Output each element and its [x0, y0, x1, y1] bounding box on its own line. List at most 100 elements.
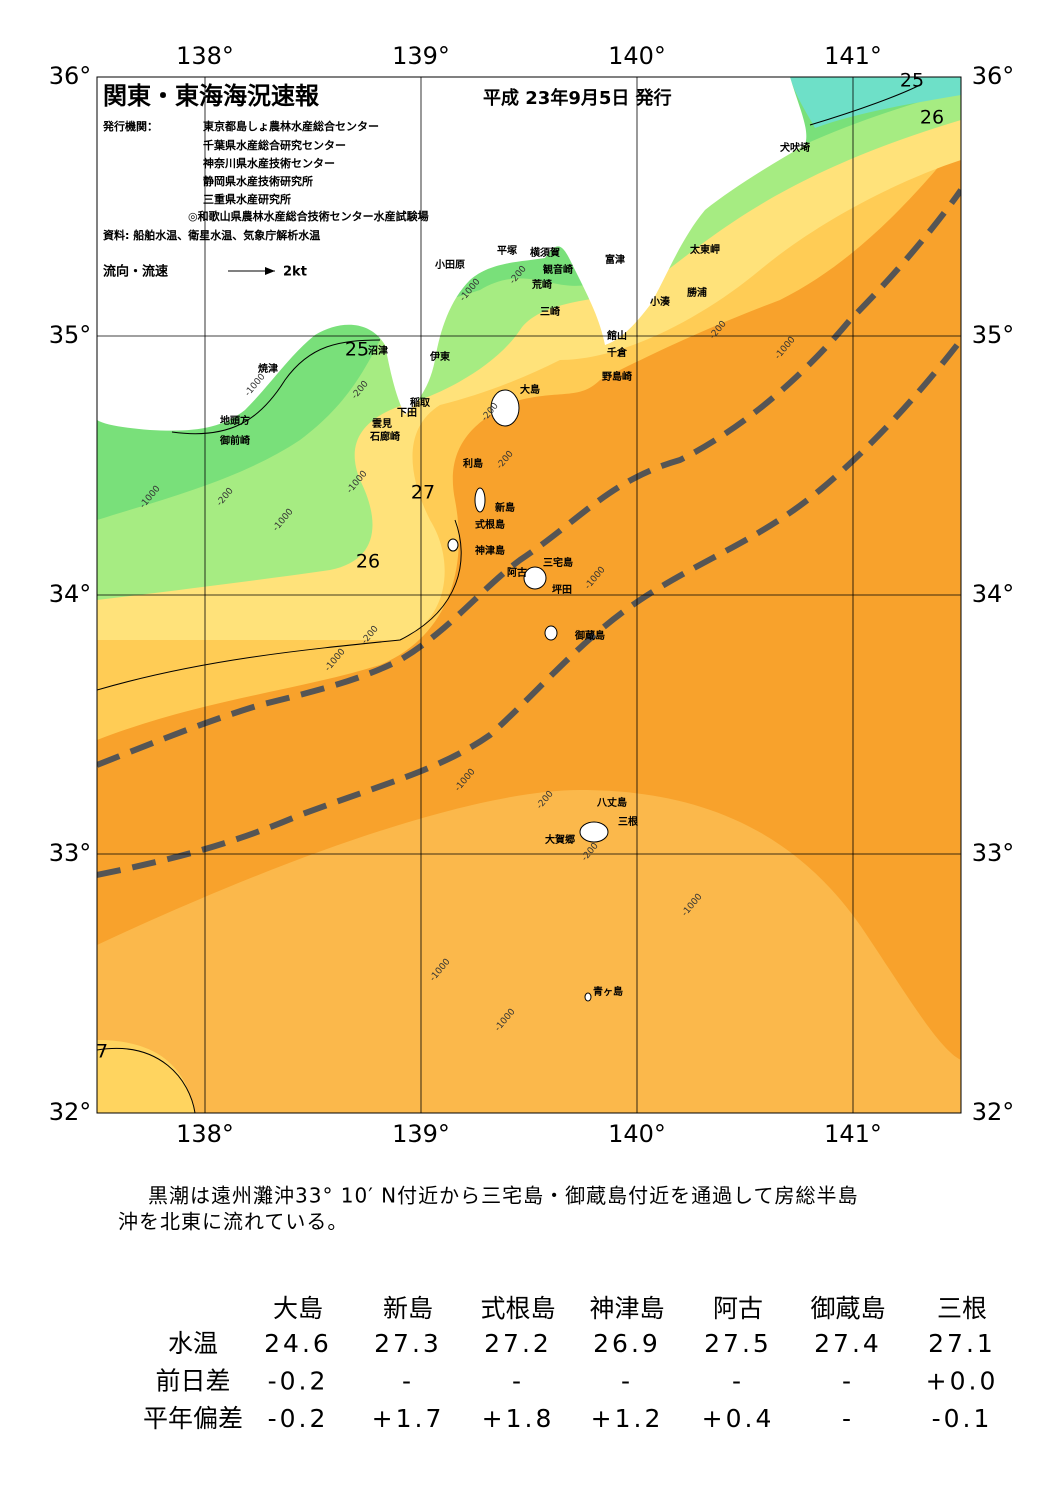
cell: 26.9 — [593, 1329, 661, 1358]
place-name: 三宅島 — [543, 556, 573, 569]
island — [490, 389, 520, 427]
sea-cyan — [790, 77, 961, 128]
lat-label: 33° — [49, 839, 92, 867]
place-name: 館山 — [606, 329, 627, 342]
column-header: 新島 — [383, 1294, 433, 1323]
land — [97, 77, 807, 431]
place-name: 御前崎 — [219, 434, 250, 447]
lon-label: 141° — [824, 1120, 882, 1148]
cell: - — [842, 1404, 854, 1433]
cell: +0.0 — [926, 1367, 999, 1396]
place-name: 利島 — [463, 457, 483, 470]
lon-label: 138° — [176, 1120, 234, 1148]
issuer: 静岡県水産技術研究所 — [203, 174, 313, 188]
place-name: 御蔵島 — [574, 629, 605, 642]
lat-label: 35° — [49, 321, 92, 349]
column-header: 三根 — [937, 1294, 987, 1323]
issuer: ◎和歌山県農林水産総合技術センター水産試験場 — [188, 209, 429, 223]
cell: - — [402, 1367, 414, 1396]
place-name: 三崎 — [540, 305, 560, 318]
place-name: 新島 — [495, 501, 515, 514]
lon-label: 138° — [176, 42, 234, 70]
place-name: 伊東 — [429, 350, 450, 363]
legend-arrowhead — [265, 267, 275, 275]
description: 黒潮は遠州灘沖33° 10′ N付近から三宅島・御蔵島付近を通過して房総半島 — [148, 1184, 859, 1208]
cell: 27.5 — [704, 1329, 772, 1358]
cell: 27.2 — [484, 1329, 552, 1358]
place-name: 小田原 — [434, 258, 465, 271]
row-label: 水温 — [168, 1329, 218, 1358]
place-name: 勝浦 — [687, 286, 707, 299]
place-name: 石廊崎 — [369, 430, 400, 443]
lat-label: 32° — [972, 1098, 1015, 1126]
island — [584, 992, 592, 1002]
sea-south — [97, 790, 961, 1113]
cell: -0.1 — [932, 1404, 993, 1433]
issuer: 三重県水産研究所 — [203, 192, 291, 206]
cell: -0.2 — [268, 1367, 329, 1396]
issuer-label: 発行機関： — [102, 119, 158, 133]
place-name: 神津島 — [475, 544, 505, 557]
isotherm — [809, 84, 921, 126]
date: 平成 23年9月5日 発行 — [483, 87, 672, 109]
place-name: 八丈島 — [596, 796, 627, 809]
description: 沖を北東に流れている。 — [118, 1210, 348, 1234]
lon-label: 141° — [824, 42, 882, 70]
place-name: 大島 — [520, 383, 540, 396]
cell: - — [512, 1367, 524, 1396]
lon-label: 139° — [392, 42, 450, 70]
place-name: 地頭方 — [220, 414, 250, 427]
place-name: 式根島 — [475, 518, 505, 531]
column-header: 大島 — [273, 1294, 323, 1323]
row-label: 前日差 — [155, 1367, 230, 1396]
island — [474, 487, 486, 513]
lat-label: 34° — [972, 580, 1015, 608]
cell: - — [621, 1367, 633, 1396]
graticule — [97, 76, 961, 1114]
cell: -0.2 — [268, 1404, 329, 1433]
place-name: 荒崎 — [531, 278, 552, 291]
lat-label: 36° — [972, 62, 1015, 90]
lat-label: 34° — [49, 580, 92, 608]
place-name: 富津 — [605, 253, 625, 266]
place-name: 野島崎 — [602, 370, 632, 383]
place-name: 横須賀 — [530, 246, 560, 259]
issuer: 神奈川県水産技術センター — [203, 156, 335, 170]
place-name: 観音崎 — [543, 263, 573, 276]
issuer: 東京都島しょ農林水産総合センター — [203, 119, 379, 133]
isotherm — [97, 1048, 196, 1113]
cell: 27.4 — [814, 1329, 882, 1358]
place-name: 青ヶ島 — [593, 985, 623, 998]
title: 関東・東海海況速報 — [103, 82, 320, 110]
place-name: 坪田 — [552, 583, 572, 596]
cell: - — [842, 1367, 854, 1396]
cell: +1.2 — [591, 1404, 664, 1433]
column-header: 式根島 — [480, 1294, 555, 1323]
place-name: 阿古 — [507, 566, 527, 579]
place-name: 平塚 — [497, 244, 517, 257]
place-name: 三根 — [618, 815, 638, 828]
contour-label: 25 — [345, 339, 369, 361]
cell: +1.8 — [482, 1404, 555, 1433]
isotherm — [171, 339, 381, 435]
cell: - — [732, 1367, 744, 1396]
island — [523, 566, 547, 590]
cell: 27.1 — [928, 1329, 996, 1358]
cell: +1.7 — [372, 1404, 445, 1433]
contour-label: 26 — [356, 551, 380, 573]
sea-yellow — [97, 1040, 195, 1113]
place-name: 千倉 — [607, 346, 628, 359]
cell: 27.3 — [374, 1329, 442, 1358]
isotherm — [97, 519, 462, 691]
kuroshio-north — [97, 188, 961, 768]
issuer: 千葉県水産総合研究センター — [203, 138, 346, 152]
island — [544, 625, 558, 641]
contour-label: 7 — [96, 1041, 108, 1063]
place-name: 犬吠埼 — [780, 141, 810, 154]
sources: 資料: 船舶水温、衛星水温、気象庁解析水温 — [103, 228, 320, 242]
island — [579, 821, 609, 843]
lat-label: 36° — [49, 62, 92, 90]
place-name: 稲取 — [410, 396, 431, 409]
contour-label: 27 — [411, 482, 435, 504]
